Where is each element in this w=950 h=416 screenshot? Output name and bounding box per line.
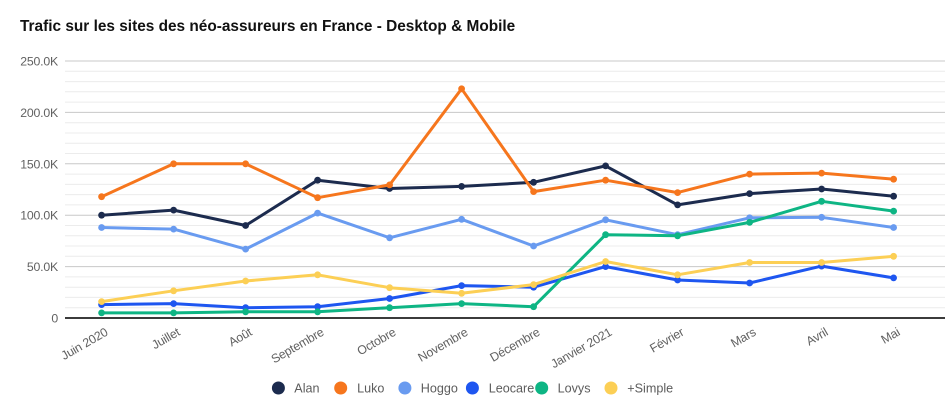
svg-text:Alan: Alan	[294, 382, 319, 396]
svg-text:Hoggo: Hoggo	[421, 382, 458, 396]
svg-text:+Simple: +Simple	[627, 382, 673, 396]
svg-text:Trafic sur les sites des néo-a: Trafic sur les sites des néo-assureurs e…	[20, 18, 516, 35]
svg-text:200.0K: 200.0K	[20, 106, 59, 120]
svg-text:0: 0	[51, 312, 58, 326]
svg-text:Leocare: Leocare	[489, 382, 535, 396]
svg-text:100.0K: 100.0K	[20, 209, 59, 223]
svg-text:150.0K: 150.0K	[20, 157, 59, 171]
svg-text:Lovys: Lovys	[558, 382, 591, 396]
svg-text:50.0K: 50.0K	[27, 260, 59, 274]
svg-text:250.0K: 250.0K	[20, 55, 59, 69]
svg-text:Luko: Luko	[357, 382, 384, 396]
